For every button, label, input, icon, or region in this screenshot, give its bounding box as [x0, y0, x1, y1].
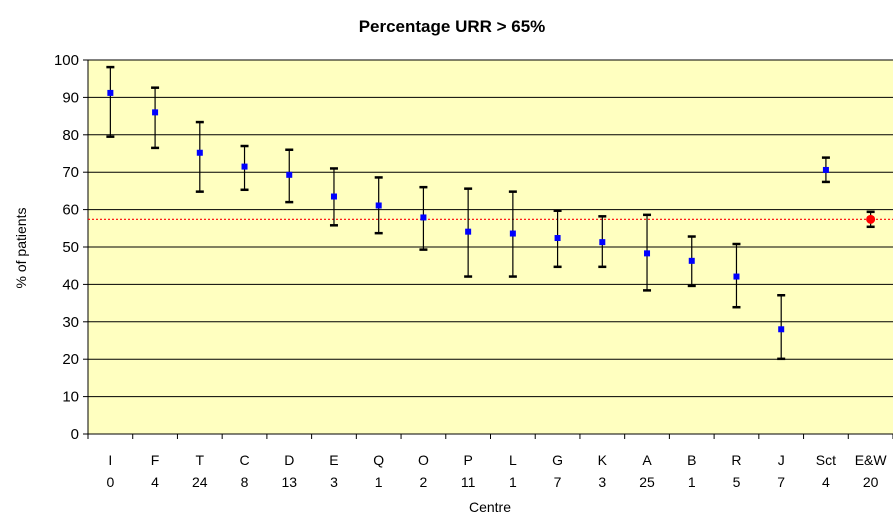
x-count-label: 4	[822, 474, 830, 490]
gridlines	[88, 59, 893, 398]
x-tick-label: T	[196, 452, 205, 468]
x-tick-label: J	[778, 452, 785, 468]
x-count-label: 8	[241, 474, 249, 490]
x-tick-label: R	[731, 452, 741, 468]
data-point	[465, 228, 472, 235]
error-bar	[151, 86, 160, 150]
x-count-label: 11	[461, 474, 476, 490]
y-tick-label: 60	[62, 202, 79, 219]
data-point	[375, 202, 382, 209]
data-point	[822, 166, 829, 173]
data-point	[420, 214, 427, 221]
error-bar	[106, 65, 115, 138]
data-point	[107, 89, 114, 96]
x-count-label: 2	[420, 474, 428, 490]
y-axis-label: % of patients	[13, 208, 29, 289]
x-count-label: 7	[554, 474, 562, 490]
data-point	[152, 109, 159, 116]
x-tick-label: L	[509, 452, 517, 468]
y-tick-labels: 0 10 20 30 40 50 60 70 80 90 100	[54, 52, 79, 443]
data-point	[644, 250, 651, 257]
x-tick-label: E	[329, 452, 338, 468]
x-count-label: 7	[777, 474, 785, 490]
data-point	[688, 257, 695, 264]
x-count-label: 25	[639, 474, 655, 490]
y-tick-label: 50	[62, 239, 79, 256]
x-count-label: 20	[863, 474, 879, 490]
x-count-label: 24	[192, 474, 208, 490]
x-tick-label: I	[108, 452, 112, 468]
x-count-label: 1	[375, 474, 383, 490]
axes	[83, 59, 893, 439]
y-tick-label: 20	[62, 351, 79, 368]
x-axis-label: Centre	[469, 499, 511, 515]
y-tick-label: 40	[62, 276, 79, 293]
x-count-label: 4	[151, 474, 159, 490]
x-count-label: 0	[106, 474, 114, 490]
y-tick-label: 80	[62, 127, 79, 144]
data-point	[330, 193, 337, 200]
data-point	[599, 239, 606, 246]
x-tick-label: D	[284, 452, 294, 468]
data-points	[107, 89, 876, 333]
x-tick-label: O	[418, 452, 429, 468]
x-tick-label: A	[642, 452, 652, 468]
data-point	[509, 230, 516, 237]
x-count-label: 1	[688, 474, 696, 490]
data-point	[241, 163, 248, 170]
y-tick-label: 100	[54, 52, 79, 69]
x-count-label: 5	[733, 474, 741, 490]
y-tick-label: 10	[62, 389, 79, 406]
y-tick-label: 0	[71, 426, 79, 443]
data-point	[554, 235, 561, 242]
y-tick-label: 70	[62, 164, 79, 181]
x-tick-labels: I 0 F 4 T 24 C 8 D 13 E 3 Q 1 O 2 P 11 L 1 G 7 K 3 A 25 B 1 R 5 J 7 Sct 4…	[106, 452, 887, 490]
chart-title: Percentage URR > 65%	[359, 17, 546, 36]
x-count-label: 3	[330, 474, 338, 490]
data-point	[733, 273, 740, 280]
x-tick-label: P	[463, 452, 472, 468]
y-tick-label: 30	[62, 314, 79, 331]
x-tick-label: B	[687, 452, 696, 468]
x-tick-label: Sct	[816, 452, 836, 468]
x-tick-label: Q	[373, 452, 384, 468]
error-bar	[195, 120, 204, 193]
data-point	[778, 326, 785, 333]
data-point-highlight	[866, 214, 876, 224]
x-tick-label: E&W	[855, 452, 888, 468]
x-tick-label: G	[552, 452, 563, 468]
x-count-label: 3	[598, 474, 606, 490]
x-tick-label: F	[151, 452, 160, 468]
x-count-label: 13	[281, 474, 297, 490]
y-tick-label: 90	[62, 89, 79, 106]
x-tick-label: K	[598, 452, 608, 468]
data-point	[286, 171, 293, 178]
data-point	[196, 149, 203, 156]
x-tick-label: C	[239, 452, 249, 468]
x-count-label: 1	[509, 474, 517, 490]
